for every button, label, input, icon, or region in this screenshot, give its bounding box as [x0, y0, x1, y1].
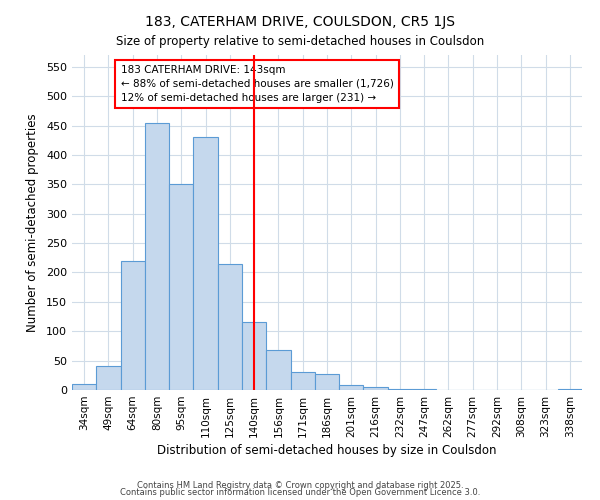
- Bar: [218, 264, 242, 390]
- Bar: [315, 374, 339, 390]
- Bar: [364, 387, 388, 390]
- Text: Contains HM Land Registry data © Crown copyright and database right 2025.: Contains HM Land Registry data © Crown c…: [137, 480, 463, 490]
- Bar: [339, 386, 364, 390]
- Bar: [145, 122, 169, 390]
- Bar: [169, 184, 193, 390]
- Text: Contains public sector information licensed under the Open Government Licence 3.: Contains public sector information licen…: [120, 488, 480, 497]
- Bar: [193, 138, 218, 390]
- Y-axis label: Number of semi-detached properties: Number of semi-detached properties: [26, 113, 39, 332]
- Text: Size of property relative to semi-detached houses in Coulsdon: Size of property relative to semi-detach…: [116, 35, 484, 48]
- Text: 183, CATERHAM DRIVE, COULSDON, CR5 1JS: 183, CATERHAM DRIVE, COULSDON, CR5 1JS: [145, 15, 455, 29]
- Bar: [121, 260, 145, 390]
- Bar: [266, 350, 290, 390]
- X-axis label: Distribution of semi-detached houses by size in Coulsdon: Distribution of semi-detached houses by …: [157, 444, 497, 457]
- Bar: [242, 322, 266, 390]
- Bar: [72, 384, 96, 390]
- Text: 183 CATERHAM DRIVE: 143sqm
← 88% of semi-detached houses are smaller (1,726)
12%: 183 CATERHAM DRIVE: 143sqm ← 88% of semi…: [121, 65, 394, 103]
- Bar: [96, 366, 121, 390]
- Bar: [558, 389, 582, 390]
- Bar: [388, 389, 412, 390]
- Bar: [290, 372, 315, 390]
